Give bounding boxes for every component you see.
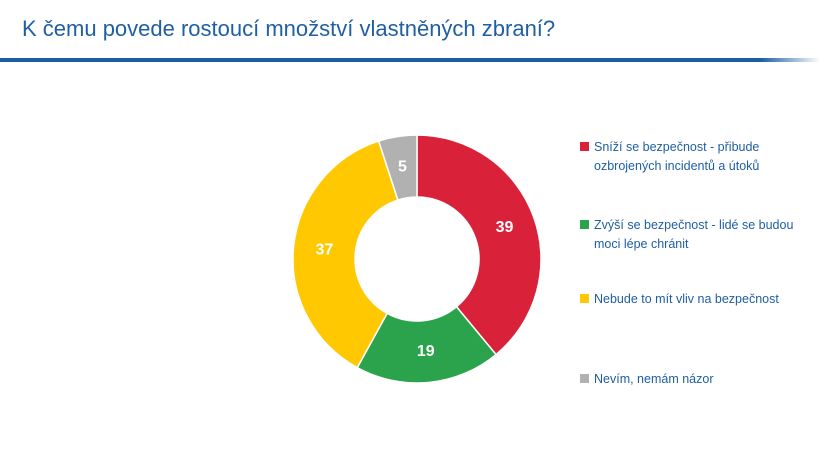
- legend-item-decrease-safety: Sníží se bezpečnost - přibude ozbrojenýc…: [580, 138, 820, 176]
- legend-swatch: [580, 374, 589, 383]
- legend-swatch: [580, 294, 589, 303]
- legend-label: Sníží se bezpečnost - přibude ozbrojenýc…: [594, 140, 760, 173]
- data-label-dont-know: 5: [398, 159, 407, 176]
- legend-label: Zvýší se bezpečnost - lidé se budou moci…: [594, 218, 794, 251]
- chart-title: K čemu povede rostoucí množství vlastněn…: [22, 16, 556, 41]
- header-rule-fade: [760, 58, 820, 62]
- legend-item-increase-safety: Zvýší se bezpečnost - lidé se budou moci…: [580, 216, 820, 254]
- data-label-no-effect: 37: [316, 242, 334, 259]
- legend-label: Nebude to mít vliv na bezpečnost: [594, 292, 779, 306]
- data-label-decrease-safety: 39: [496, 219, 514, 236]
- legend-item-dont-know: Nevím, nemám názor: [580, 370, 820, 389]
- slice-dont-know: [377, 134, 418, 201]
- data-label-increase-safety: 19: [417, 343, 435, 360]
- legend-swatch: [580, 220, 589, 229]
- header-rule: [0, 58, 820, 62]
- legend-swatch: [580, 142, 589, 151]
- legend-item-no-effect: Nebude to mít vliv na bezpečnost: [580, 290, 820, 309]
- slice-no-effect: [292, 140, 399, 369]
- slice-decrease-safety: [416, 134, 542, 356]
- legend-label: Nevím, nemám názor: [594, 372, 714, 386]
